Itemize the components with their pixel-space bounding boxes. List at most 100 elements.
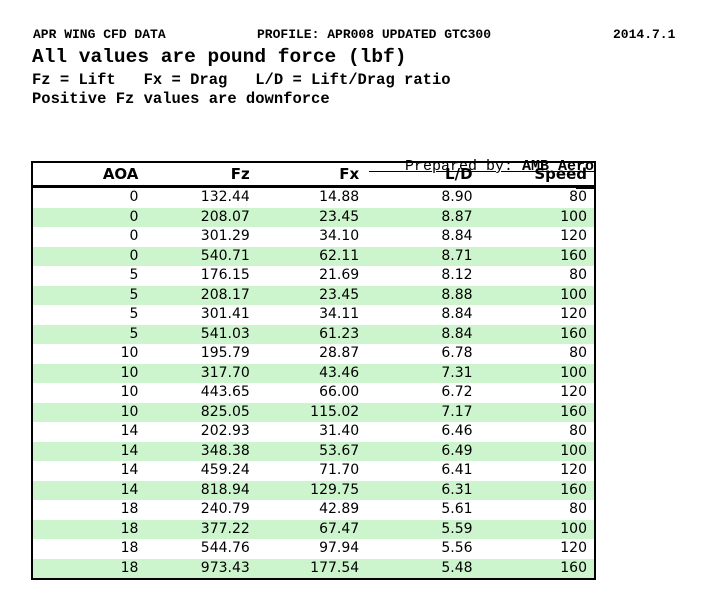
table-row: 10 195.79 28.87 6.78 80 [32,344,595,364]
table-cell: 14 [120,423,139,439]
table-cell: 120 [560,228,587,244]
table-row: 18 544.76 97.94 5.56 120 [32,539,595,559]
document-date: 2014.7.1 [613,27,676,42]
table-cell: 80 [569,345,587,361]
table-row: 18 240.79 42.89 5.61 80 [32,500,595,520]
table-cell: 443.65 [200,384,250,400]
cfd-data-table: AOA Fz Fx L/D Speed 0 132.44 14.88 8.90 80 0 2… [31,161,596,580]
symbol-legend: Fz = Lift Fx = Drag L/D = Lift/Drag rati… [32,71,451,89]
table-cell: 18 [120,559,139,576]
units-subtitle: All values are pound force (lbf) [32,46,407,68]
table-cell: 120 [560,462,587,478]
table-cell: 160 [560,559,587,576]
table-cell: 0 [129,189,139,205]
table-row: 14 202.93 31.40 6.46 80 [32,422,595,442]
table-cell: 202.93 [200,423,250,439]
table-body: 0 132.44 14.88 8.90 80 0 208.07 23.45 8.87 100 0 30… [32,187,595,579]
table-cell: 14 [120,462,139,478]
table-cell: 208.17 [200,286,250,303]
table-cell: 301.41 [200,306,250,322]
column-header-fx: Fx [256,162,367,188]
table-row: 10 825.05 115.02 7.17 160 [32,402,595,422]
table-cell: 459.24 [200,462,250,478]
table-cell: 14 [120,481,139,498]
table-cell: 317.70 [200,364,250,381]
column-header-speed: Speed [479,162,595,188]
table-row: 0 208.07 23.45 8.87 100 [32,207,595,227]
table-cell: 132.44 [200,189,250,205]
table-cell: 18 [120,540,139,556]
table-cell: 8.87 [441,208,473,225]
table-cell: 71.70 [319,462,360,478]
table-cell: 6.78 [441,345,473,361]
table-cell: 34.10 [319,228,360,244]
table-cell: 10 [120,384,139,400]
table-cell: 67.47 [319,520,360,537]
table-cell: 176.15 [200,267,250,283]
table-cell: 6.31 [441,481,473,498]
table-row: 0 132.44 14.88 8.90 80 [32,187,595,208]
table-cell: 120 [560,306,587,322]
document-title-line: APR WING CFD DATA PROFILE: APR008 UPDATE… [0,27,720,43]
table-cell: 8.84 [441,306,473,322]
table-cell: 0 [129,247,139,264]
table-cell: 160 [560,325,587,342]
table-header-row: AOA Fz Fx L/D Speed [32,162,595,188]
table-cell: 100 [560,520,587,537]
table-cell: 0 [129,208,139,225]
table-cell: 10 [120,364,139,381]
table-cell: 18 [120,501,139,517]
table-row: 5 301.41 34.11 8.84 120 [32,305,595,325]
table-cell: 34.11 [319,306,360,322]
table-cell: 301.29 [200,228,250,244]
table-cell: 120 [560,384,587,400]
table-cell: 80 [569,423,587,439]
table-cell: 208.07 [200,208,250,225]
table-cell: 21.69 [319,267,360,283]
table-cell: 0 [129,228,139,244]
table-cell: 6.46 [441,423,473,439]
downforce-note: Positive Fz values are downforce [32,90,330,108]
table-cell: 10 [120,403,139,420]
table-row: 14 818.94 129.75 6.31 160 [32,480,595,500]
table-cell: 160 [560,403,587,420]
table-cell: 8.84 [441,228,473,244]
table-cell: 5.48 [441,559,473,576]
profile-label: PROFILE: APR008 UPDATED GTC300 [257,27,492,42]
table-row: 0 301.29 34.10 8.84 120 [32,227,595,247]
table-cell: 6.49 [441,442,473,459]
table-cell: 825.05 [200,403,250,420]
table-cell: 14.88 [319,189,360,205]
table-row: 14 348.38 53.67 6.49 100 [32,441,595,461]
table-cell: 61.23 [319,325,360,342]
table-cell: 115.02 [310,403,360,420]
table-cell: 100 [560,442,587,459]
table-cell: 177.54 [310,559,360,576]
table-cell: 28.87 [319,345,360,361]
table-cell: 541.03 [200,325,250,342]
table-cell: 8.71 [441,247,473,264]
table-cell: 5 [129,267,139,283]
table-row: 18 973.43 177.54 5.48 160 [32,558,595,579]
table-cell: 818.94 [200,481,250,498]
table-cell: 14 [120,442,139,459]
table-cell: 62.11 [319,247,360,264]
table-cell: 18 [120,520,139,537]
table-cell: 23.45 [319,286,360,303]
table-cell: 5.56 [441,540,473,556]
table-cell: 195.79 [200,345,250,361]
table-cell: 160 [560,481,587,498]
table-cell: 377.22 [200,520,250,537]
table-cell: 100 [560,208,587,225]
table-cell: 7.31 [441,364,473,381]
table-row: 10 443.65 66.00 6.72 120 [32,383,595,403]
table-cell: 5 [129,325,139,342]
table-cell: 97.94 [319,540,360,556]
table-cell: 100 [560,364,587,381]
table-cell: 120 [560,540,587,556]
table-cell: 6.72 [441,384,473,400]
table-cell: 80 [569,267,587,283]
table-cell: 129.75 [310,481,360,498]
table-row: 5 541.03 61.23 8.84 160 [32,324,595,344]
